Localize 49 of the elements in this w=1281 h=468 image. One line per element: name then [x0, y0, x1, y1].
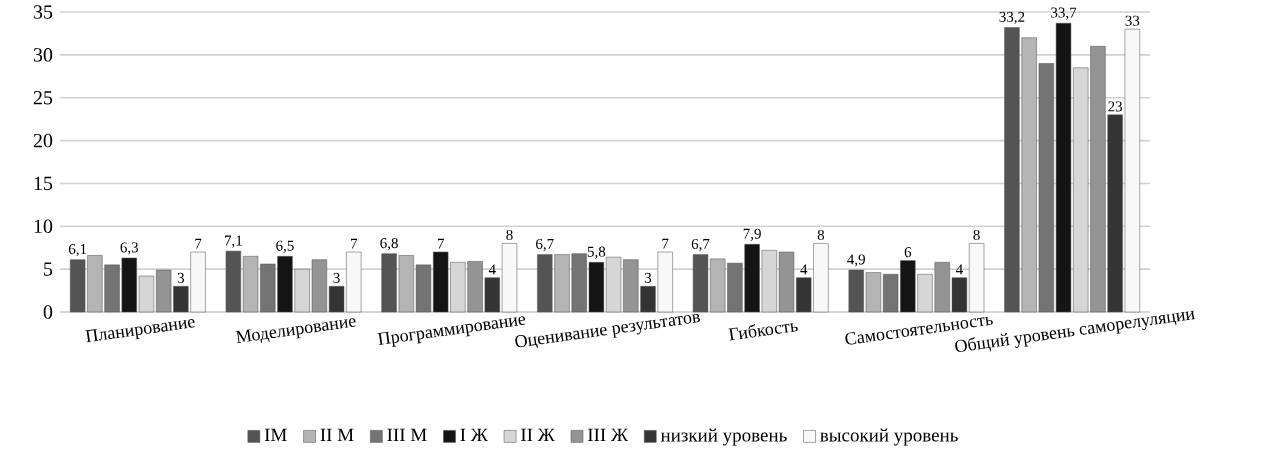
data-label: 6	[904, 247, 912, 258]
legend-label: низкий уровень	[660, 428, 787, 446]
x-tick-label: Моделирование	[235, 318, 356, 344]
data-label: 6,1	[68, 244, 87, 257]
data-label: 6,3	[120, 242, 139, 255]
data-label: 7	[195, 238, 202, 249]
data-label: 6,8	[380, 238, 398, 251]
x-tick-label: Гибкость	[728, 323, 798, 341]
data-label: 7,1	[225, 235, 242, 248]
data-label: 4	[800, 264, 808, 275]
data-label: 6,7	[536, 238, 554, 252]
data-label: 3	[177, 272, 185, 283]
data-label: 23	[1108, 101, 1123, 112]
legend-label: высокий уровень	[820, 428, 958, 446]
data-label: 33	[1125, 15, 1140, 26]
data-label: 3	[644, 272, 652, 283]
y-tick-label: 15	[34, 176, 53, 191]
bar	[225, 250, 242, 313]
data-label: 33,7	[1051, 7, 1077, 20]
legend-label: I Ж	[460, 428, 488, 442]
data-label: 7	[437, 238, 444, 249]
data-label: 8	[973, 229, 980, 241]
y-tick-label: 10	[34, 219, 53, 234]
data-label: 4	[488, 264, 496, 275]
y-tick-label: 25	[33, 91, 53, 105]
legend-label: III Ж	[587, 428, 629, 442]
data-label: 5,8	[587, 246, 606, 259]
y-tick-label: 0	[43, 305, 53, 319]
data-label: 6,5	[276, 240, 294, 253]
data-label: 8	[506, 229, 513, 241]
data-label: 6,7	[691, 238, 710, 252]
bar	[968, 243, 985, 313]
data-label: 33,2	[999, 11, 1025, 25]
y-tick-label: 20	[33, 133, 53, 148]
y-tick-label: 5	[44, 262, 53, 276]
x-tick-label: Планирование	[85, 319, 195, 343]
y-tick-label: 30	[33, 48, 53, 62]
data-label: 4	[955, 264, 963, 275]
data-label: 4,9	[847, 254, 865, 267]
data-label: 7,9	[743, 228, 761, 241]
data-label: 7	[351, 238, 358, 249]
data-label: 8	[817, 229, 825, 241]
legend-label: III М	[387, 428, 427, 442]
legend-label: II Ж	[521, 428, 555, 442]
legend-label: II М	[320, 428, 354, 442]
legend-label: IМ	[264, 428, 287, 442]
y-tick-label: 35	[33, 5, 53, 19]
data-label: 3	[333, 272, 340, 283]
data-label: 7	[662, 238, 669, 249]
